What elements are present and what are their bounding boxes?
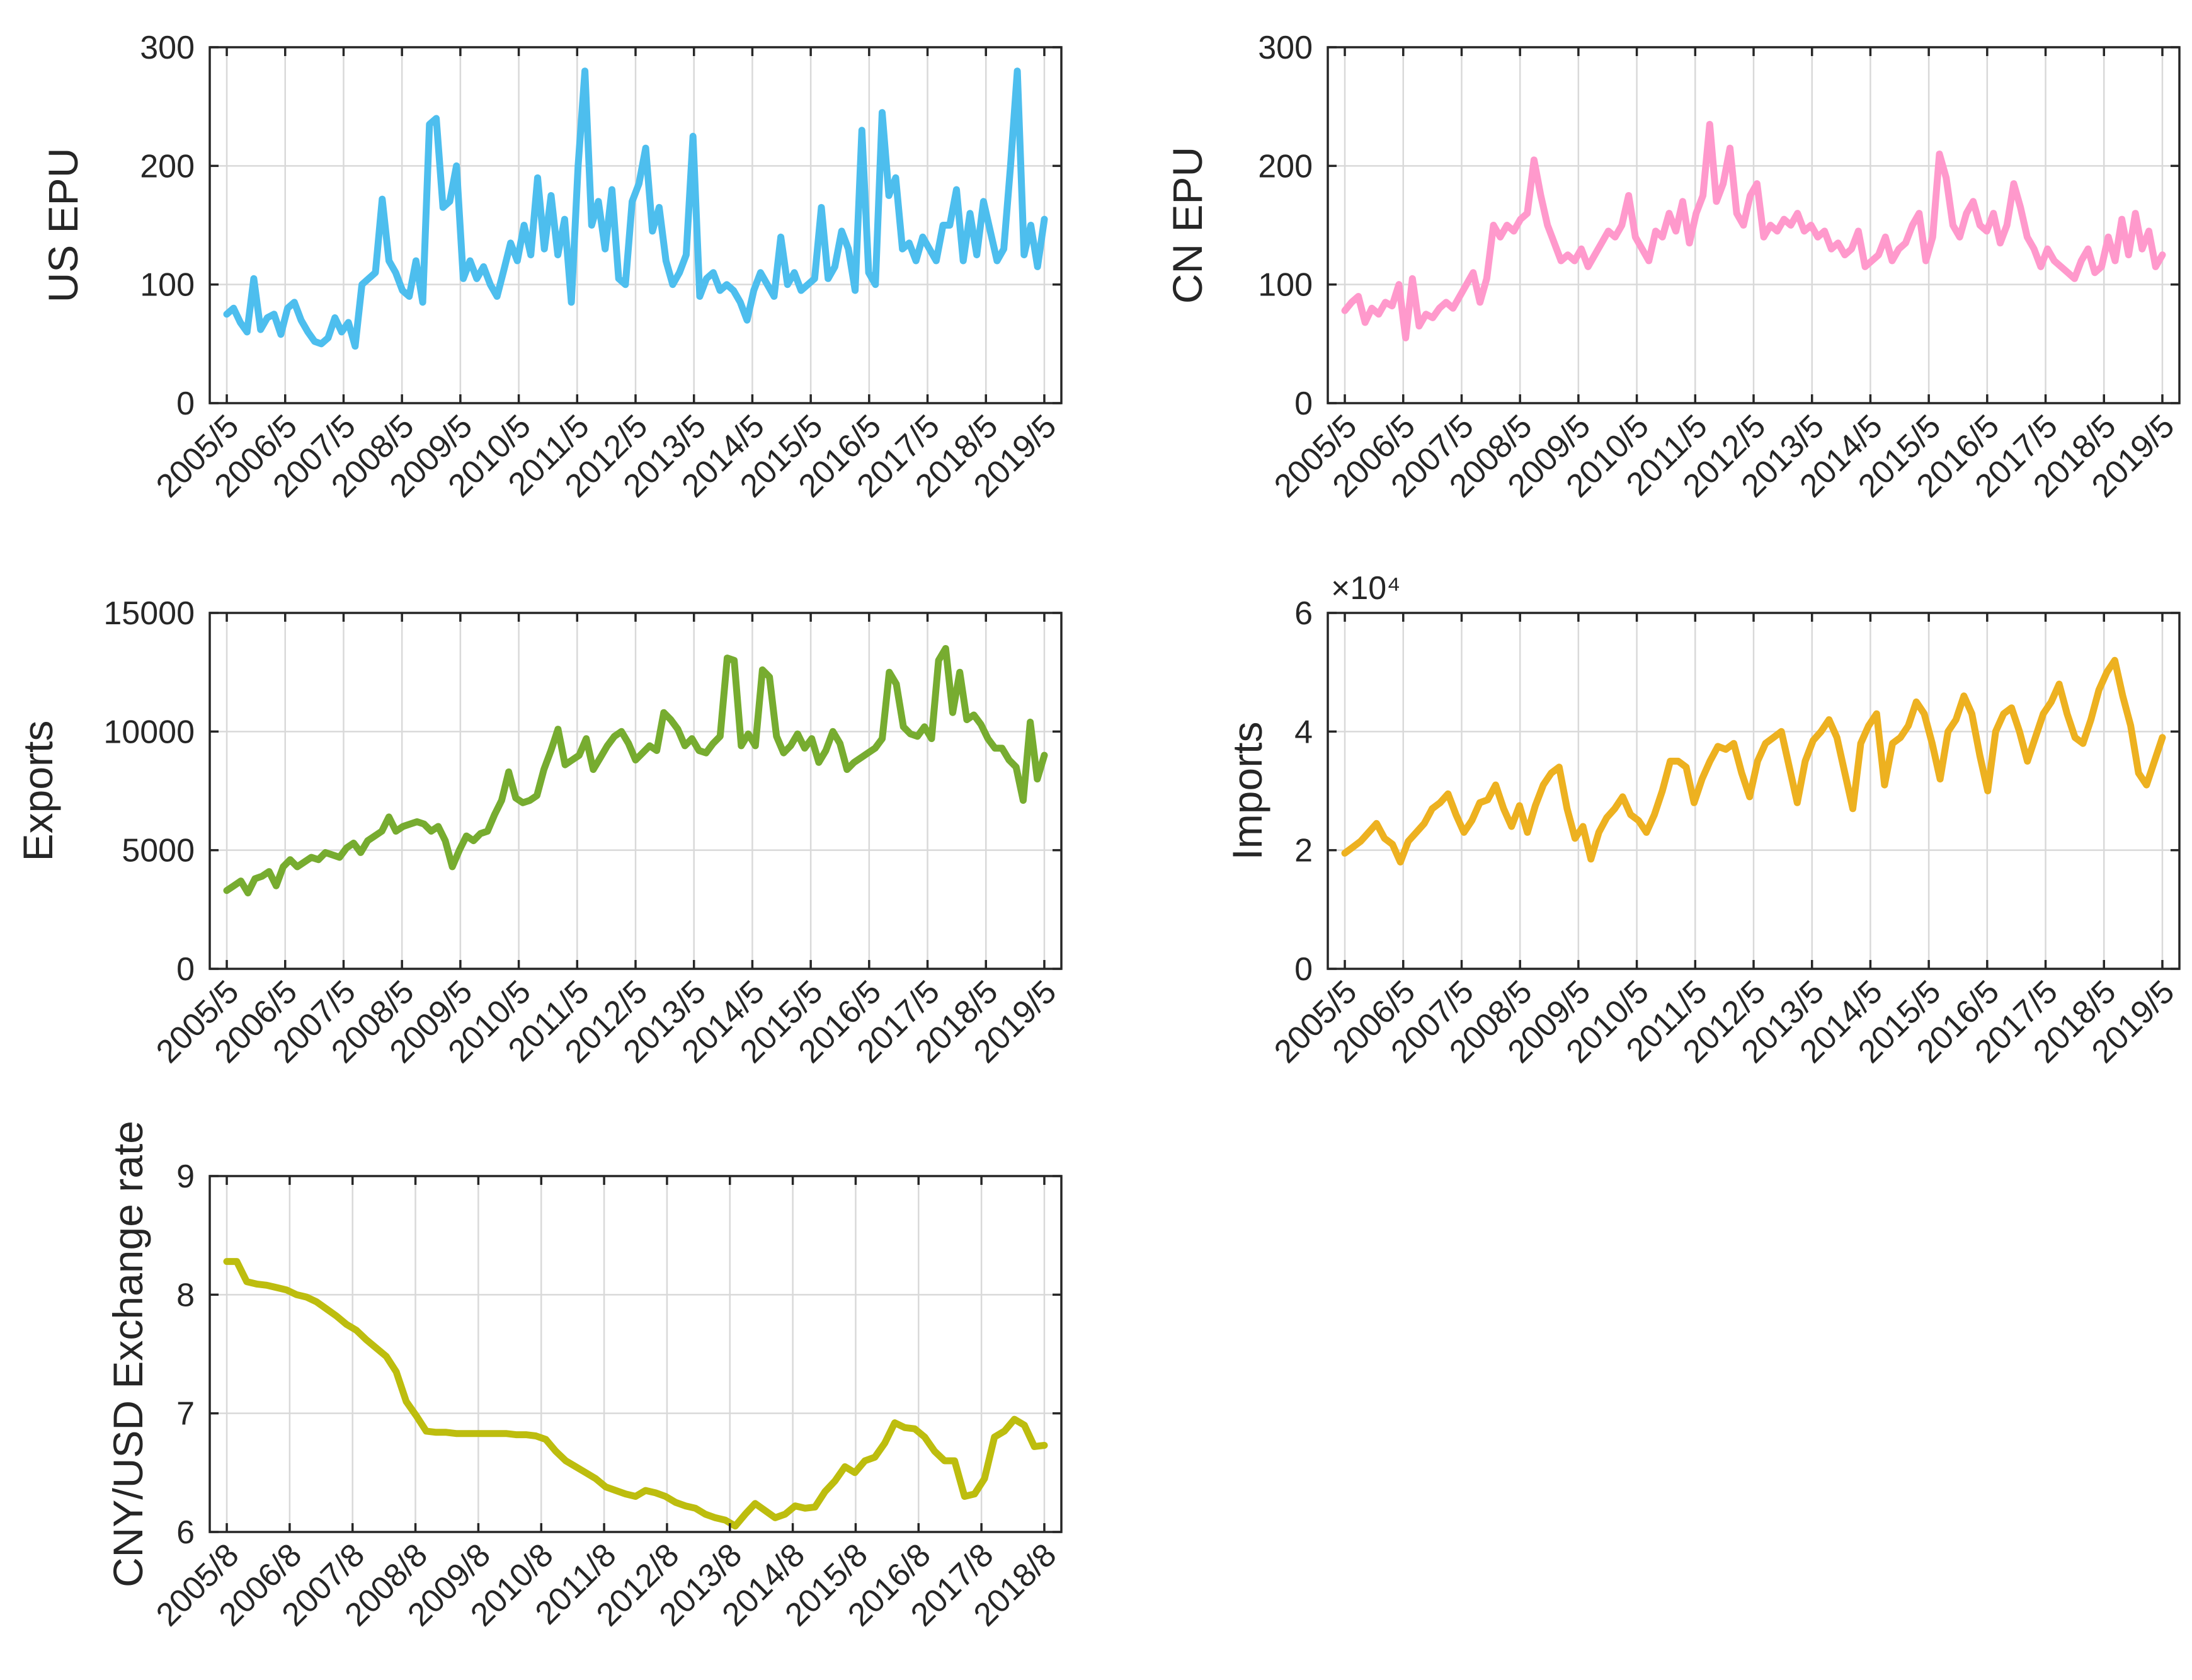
y-tick-label: 0 <box>176 951 195 988</box>
y-tick-label: 200 <box>1258 148 1313 185</box>
series-line-cny-usd <box>223 1258 1048 1530</box>
chart-imports: 2005/52006/52007/52008/52009/52010/52011… <box>1224 570 2181 1070</box>
y-tick-label: 100 <box>1258 267 1313 304</box>
y-tick-label: 300 <box>140 30 195 66</box>
y-tick-label: 0 <box>176 386 195 422</box>
y-tick-label: 300 <box>1258 30 1313 66</box>
y-tick-label: 5000 <box>122 833 195 869</box>
y-exponent-label: ×10⁴ <box>1331 570 1401 607</box>
y-axis-label: CNY/USD Exchange rate <box>105 1121 151 1587</box>
y-tick-label: 2 <box>1294 833 1313 869</box>
y-axis-label: Exports <box>14 721 61 862</box>
y-axis-label: Imports <box>1224 721 1270 860</box>
y-tick-label: 0 <box>1294 386 1313 422</box>
axes-box <box>208 1175 1063 1533</box>
y-tick-label: 9 <box>176 1158 195 1195</box>
y-tick-label: 10000 <box>103 714 195 750</box>
y-axis-label: CN EPU <box>1164 147 1211 304</box>
y-tick-label: 4 <box>1294 714 1313 750</box>
y-tick-label: 6 <box>176 1514 195 1551</box>
y-tick-label: 0 <box>1294 951 1313 988</box>
y-tick-label: 200 <box>140 148 195 185</box>
y-tick-label: 6 <box>1294 595 1313 632</box>
series-line-us-epu <box>223 67 1048 350</box>
y-tick-label: 7 <box>176 1396 195 1432</box>
chart-exports: 2005/52006/52007/52008/52009/52010/52011… <box>14 595 1063 1070</box>
y-tick-label: 15000 <box>103 595 195 632</box>
series-line-cn-epu <box>1341 120 2166 341</box>
y-axis-label: US EPU <box>40 148 86 303</box>
y-tick-label: 8 <box>176 1277 195 1313</box>
y-tick-label: 100 <box>140 267 195 304</box>
chart-cny-usd: 2005/82006/82007/82008/82009/82010/82011… <box>105 1121 1063 1633</box>
chart-us-epu: 2005/52006/52007/52008/52009/52010/52011… <box>40 30 1063 505</box>
series-line-exports <box>223 645 1048 896</box>
series-line-imports <box>1341 656 2166 866</box>
chart-cn-epu: 2005/52006/52007/52008/52009/52010/52011… <box>1164 30 2181 505</box>
